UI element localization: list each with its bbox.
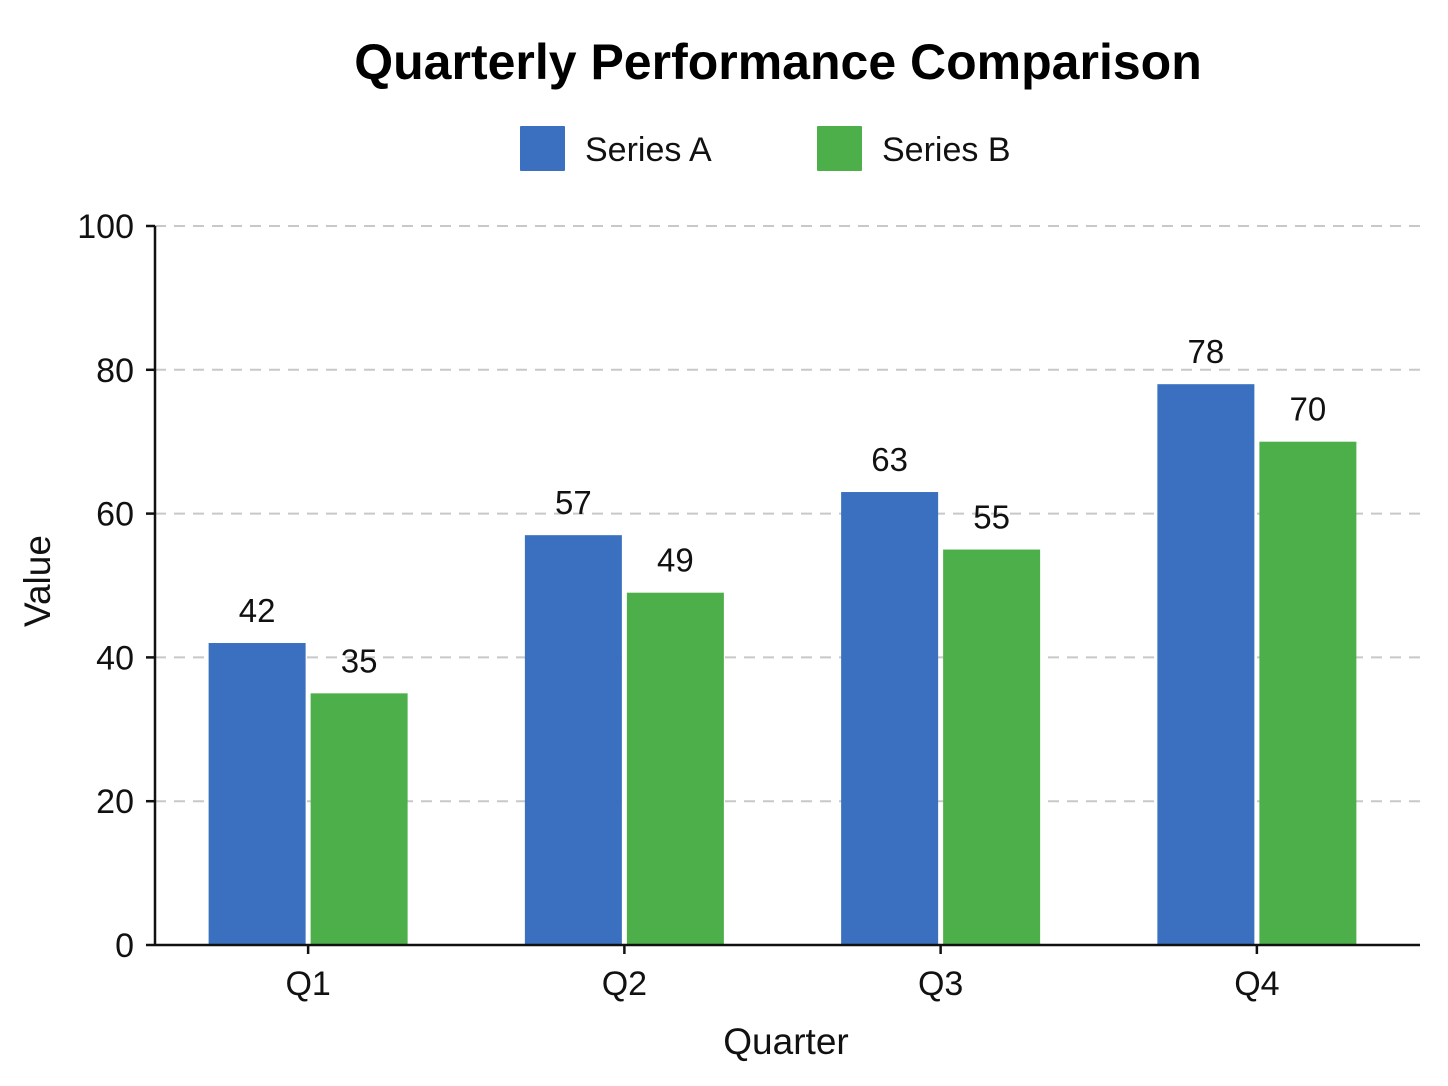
data-label-q4-series-b: 70 [1290, 391, 1327, 428]
legend: Series A Series B [520, 126, 1011, 171]
bar-q3-series-a [841, 492, 939, 945]
x-tick-label-q2: Q2 [602, 965, 647, 1003]
x-tick-label-q1: Q1 [285, 965, 330, 1003]
axes: 0 20 40 60 80 100 Q1 Q2 Q3 Q4 [77, 208, 1420, 1003]
bar-q1-series-b [310, 693, 408, 945]
y-tick-label-100: 100 [77, 208, 134, 246]
legend-label-series-b: Series B [882, 131, 1011, 169]
data-labels: 42 35 57 49 63 55 78 70 [239, 333, 1326, 679]
y-tick-label-20: 20 [96, 783, 134, 821]
x-axis-title: Quarter [723, 1021, 848, 1062]
legend-label-series-a: Series A [585, 131, 712, 169]
data-label-q1-series-a: 42 [239, 592, 276, 629]
bar-q1-series-a [208, 643, 306, 945]
y-axis-title: Value [17, 535, 58, 627]
bar-q3-series-b [943, 549, 1041, 945]
bar-q4-series-b [1259, 441, 1357, 945]
bar-q4-series-a [1157, 384, 1255, 945]
y-tick-label-0: 0 [115, 927, 134, 965]
y-tick-label-40: 40 [96, 639, 134, 677]
chart-title: Quarterly Performance Comparison [354, 34, 1202, 90]
data-label-q3-series-b: 55 [973, 499, 1010, 536]
bar-q2-series-a [524, 535, 622, 945]
legend-swatch-series-b [817, 126, 862, 171]
y-tick-label-60: 60 [96, 496, 134, 534]
x-tick-label-q4: Q4 [1234, 965, 1279, 1003]
bars [208, 384, 1357, 945]
data-label-q2-series-a: 57 [555, 484, 592, 521]
x-tick-label-q3: Q3 [918, 965, 963, 1003]
bar-q2-series-b [626, 592, 724, 945]
data-label-q4-series-a: 78 [1188, 333, 1225, 370]
data-label-q1-series-b: 35 [341, 642, 378, 679]
legend-swatch-series-a [520, 126, 565, 171]
data-label-q3-series-a: 63 [871, 441, 908, 478]
y-tick-label-80: 80 [96, 352, 134, 390]
data-label-q2-series-b: 49 [657, 542, 694, 579]
